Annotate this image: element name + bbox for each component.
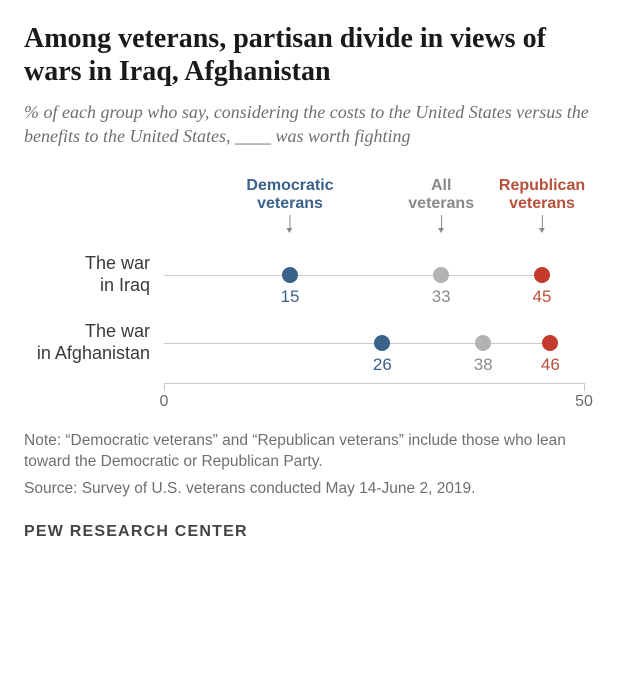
dot-plot-chart: Democraticveterans Allveterans Republicanv… <box>24 177 596 417</box>
row-label: The warin Afghanistan <box>24 321 164 364</box>
axis-tick <box>164 383 165 391</box>
chart-subtitle: % of each group who say, considering the… <box>24 100 596 149</box>
footer-brand: PEW RESEARCH CENTER <box>24 523 596 541</box>
dot-value-dem: 15 <box>281 287 300 307</box>
chart-rows: The warin Iraq153345The warin Afghanista… <box>24 241 596 377</box>
dot-all <box>433 267 449 283</box>
legend-pointer-icon <box>441 215 442 229</box>
row-track: 26 38 46 <box>164 309 596 377</box>
chart-row: The warin Afghanistan 26 38 46 <box>24 309 596 377</box>
axis-line <box>164 383 584 384</box>
axis-tick-label: 0 <box>160 393 169 411</box>
legend-label: Democraticveterans <box>246 177 333 212</box>
legend-item-dem: Democraticveterans <box>246 177 333 230</box>
dot-value-all: 33 <box>432 287 451 307</box>
dot-value-dem: 26 <box>373 355 392 375</box>
legend-item-rep: Republicanveterans <box>499 177 585 230</box>
row-connector-line <box>164 275 542 276</box>
chart-row: The warin Iraq 15 33 45 <box>24 241 596 309</box>
x-axis: 050 <box>164 383 596 417</box>
legend-label: Republicanveterans <box>499 177 585 212</box>
dot-rep <box>542 335 558 351</box>
dot-value-rep: 46 <box>541 355 560 375</box>
dot-dem <box>282 267 298 283</box>
dot-value-rep: 45 <box>533 287 552 307</box>
row-connector-line <box>164 343 550 344</box>
legend-row: Democraticveterans Allveterans Republicanv… <box>164 177 596 241</box>
chart-title: Among veterans, partisan divide in views… <box>24 22 596 88</box>
chart-source: Source: Survey of U.S. veterans conducte… <box>24 479 596 500</box>
legend-pointer-icon <box>541 215 542 229</box>
dot-all <box>475 335 491 351</box>
axis-tick <box>584 383 585 391</box>
dot-value-all: 38 <box>474 355 493 375</box>
legend-pointer-icon <box>290 215 291 229</box>
dot-dem <box>374 335 390 351</box>
dot-rep <box>534 267 550 283</box>
chart-note: Note: “Democratic veterans” and “Republi… <box>24 431 596 473</box>
legend-item-all: Allveterans <box>408 177 474 230</box>
row-label: The warin Iraq <box>24 253 164 296</box>
axis-tick-label: 50 <box>575 393 593 411</box>
legend-label: Allveterans <box>408 177 474 212</box>
row-track: 15 33 45 <box>164 241 596 309</box>
